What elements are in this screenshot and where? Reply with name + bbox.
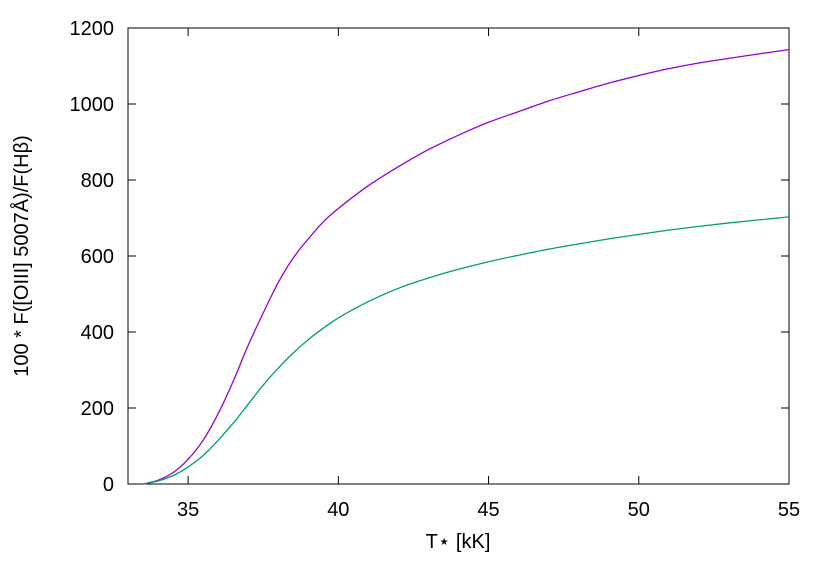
y-tick-label: 1200	[70, 18, 115, 40]
x-tick-label: 55	[778, 499, 800, 521]
x-tick-label: 35	[177, 499, 199, 521]
y-tick-label: 400	[81, 322, 114, 344]
x-tick-label: 40	[327, 499, 349, 521]
plot-frame	[127, 27, 790, 485]
x-tick-label: 50	[628, 499, 650, 521]
y-tick-label: 200	[81, 398, 114, 420]
y-tick-label: 600	[81, 246, 114, 268]
series	[142, 49, 790, 485]
x-axis-label: T⋆ [kK]	[426, 531, 491, 553]
y-tick-label: 1000	[70, 94, 115, 116]
y-tick-label: 0	[103, 474, 114, 496]
x-tick-label: 45	[477, 499, 499, 521]
ticks: 35 40 45 50 55 0 200 400 600 800 1000 1200	[70, 18, 801, 521]
y-axis-label: 100 * F([OIII] 5007Å)/F(Hβ)	[10, 135, 33, 377]
series-line-2	[142, 216, 790, 485]
y-tick-label: 800	[81, 170, 114, 192]
series-line-1	[142, 49, 790, 485]
